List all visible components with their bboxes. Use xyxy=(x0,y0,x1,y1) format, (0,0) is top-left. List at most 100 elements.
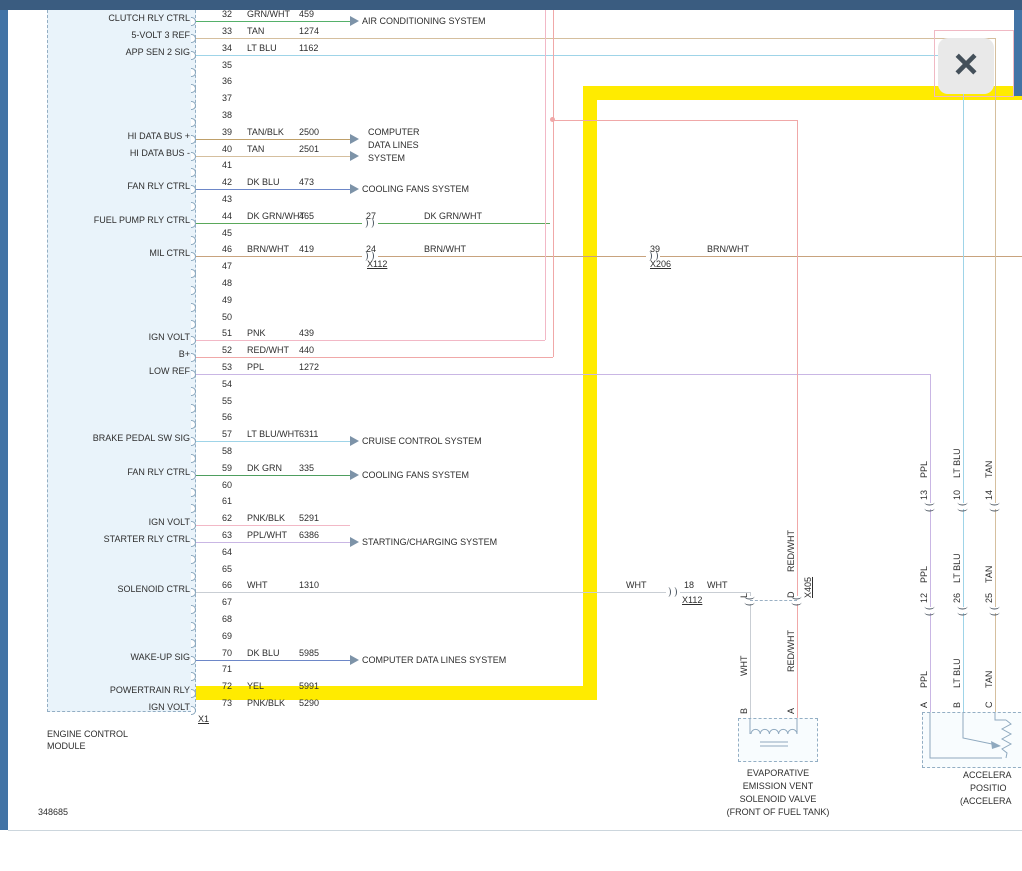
wire-63-ppl-wht xyxy=(196,542,350,543)
wire-wht-down-upper xyxy=(750,592,751,596)
pin-terminal-arc xyxy=(191,488,196,497)
inline-color-wht-out: WHT xyxy=(707,580,728,590)
pin-wire-color: PNK/BLK xyxy=(247,698,286,708)
pin-function-label: FAN RLY CTRL xyxy=(127,467,190,477)
pin-wire-color: DK GRN/WHT xyxy=(247,211,305,221)
pin-terminal-arc xyxy=(191,639,196,648)
pin-terminal-arc xyxy=(191,252,196,261)
pin-terminal-arc xyxy=(191,605,196,614)
caption-line: EVAPORATIVE xyxy=(746,768,810,778)
pin-function-label: MIL CTRL xyxy=(149,248,190,258)
pin-row-70: WAKE-UP SIG 70 DK BLU 5985 xyxy=(0,648,360,665)
wire-label-lt-blu-2: LT BLU xyxy=(952,553,962,583)
pin-row-72: POWERTRAIN RLY 72 YEL 5991 xyxy=(0,681,360,698)
terminal-b: B xyxy=(952,701,962,708)
pin-row-65: 65 xyxy=(0,564,360,581)
pin-number: 41 xyxy=(222,160,233,170)
pin-number: 37 xyxy=(222,93,233,103)
highlight-yel-wire-vertical xyxy=(583,86,597,700)
wire-52-red-wht-vertical xyxy=(553,10,554,357)
wire-red-wht-down-upper xyxy=(797,120,798,596)
pin-wire-color: PNK xyxy=(247,328,266,338)
pin-circuit: 440 xyxy=(299,345,315,355)
pin-row-36: 36 xyxy=(0,76,360,93)
pin-number: 55 xyxy=(222,396,233,406)
accel-pedal-caption-line-2: POSITIO xyxy=(970,783,1007,793)
pin-terminal-arc xyxy=(191,387,196,396)
close-button[interactable]: × xyxy=(938,38,994,94)
pin-row-40: HI DATA BUS - 40 TAN 2501 xyxy=(0,144,360,161)
pin-number: 68 xyxy=(222,614,233,624)
pin-number: 48 xyxy=(222,278,233,288)
pin-circuit: 5290 xyxy=(299,698,320,708)
pin-row-44: FUEL PUMP RLY CTRL 44 DK GRN/WHT 465 xyxy=(0,211,360,228)
wire-label-wht: WHT xyxy=(739,655,749,677)
pin-row-71: 71 xyxy=(0,664,360,681)
pin-row-50: 50 xyxy=(0,312,360,329)
pin-wire-color: TAN xyxy=(247,26,265,36)
pin-terminal-arc xyxy=(191,471,196,480)
pin-function-label: B+ xyxy=(178,349,190,359)
accel-pedal-caption-line-3: (ACCELERA xyxy=(960,796,1012,806)
pin-number: 33 xyxy=(222,26,233,36)
pin-number: 71 xyxy=(222,664,233,674)
wire-34-lt-blu xyxy=(196,55,963,56)
solenoid-coil-symbol xyxy=(749,718,798,747)
pin-number: 42 xyxy=(222,177,233,187)
pin-wire-color: PPL/WHT xyxy=(247,530,288,540)
pin-terminal-arc xyxy=(191,353,196,362)
pin-number: 38 xyxy=(222,110,233,120)
system-label-starting-charging: STARTING/CHARGING SYSTEM xyxy=(362,537,498,547)
close-icon: × xyxy=(953,40,979,87)
inline-color-brn-wht: BRN/WHT xyxy=(424,244,466,254)
inline-connector-break xyxy=(989,500,1000,513)
pin-row-61: 61 xyxy=(0,496,360,513)
pin-terminal-arc xyxy=(191,370,196,379)
pin-function-label: CLUTCH RLY CTRL xyxy=(108,13,190,23)
terminal-12: 12 xyxy=(919,592,929,603)
wire-label-red-wht-upper: RED/WHT xyxy=(786,530,796,572)
wire-33-tan xyxy=(196,38,995,39)
terminal-26: 26 xyxy=(952,592,962,603)
pin-row-49: 49 xyxy=(0,295,360,312)
pin-row-32: CLUTCH RLY CTRL 32 GRN/WHT 459 xyxy=(0,9,360,26)
inline-connector-break xyxy=(362,251,375,261)
pin-terminal-arc xyxy=(191,118,196,127)
pin-wire-color: LT BLU/WHT xyxy=(247,429,300,439)
wire-tan-col-seg3 xyxy=(995,613,996,712)
ecm-module-box xyxy=(47,10,196,712)
pin-number: 45 xyxy=(222,228,233,238)
pin-function-label: IGN VOLT xyxy=(148,332,190,342)
inline-color-wht-in: WHT xyxy=(626,580,647,590)
junction-dot xyxy=(550,117,555,122)
wire-46-brn-wht-b xyxy=(378,256,646,257)
pin-circuit: 1272 xyxy=(299,362,320,372)
pin-circuit: 2501 xyxy=(299,144,320,154)
pin-row-60: 60 xyxy=(0,480,360,497)
pin-row-48: 48 xyxy=(0,278,360,295)
pin-circuit: 1310 xyxy=(299,580,320,590)
pin-row-55: 55 xyxy=(0,396,360,413)
pin-function-label: STARTER RLY CTRL xyxy=(103,534,190,544)
pin-function-label: WAKE-UP SIG xyxy=(130,652,190,662)
pin-number: 53 xyxy=(222,362,233,372)
pin-circuit: 1162 xyxy=(299,43,319,53)
wire-44-dk-grn-wht-b xyxy=(378,223,550,224)
pin-circuit: 419 xyxy=(299,244,315,254)
pin-function-label: HI DATA BUS + xyxy=(127,131,190,141)
pin-wire-color: DK GRN xyxy=(247,463,283,473)
wire-wht-down-lower xyxy=(750,604,751,718)
system-label-cruise-control: CRUISE CONTROL SYSTEM xyxy=(362,436,482,446)
pin-wire-color: RED/WHT xyxy=(247,345,289,355)
pin-terminal-arc xyxy=(191,269,196,278)
wire-ppl-col-seg1 xyxy=(930,374,931,503)
pin-number: 60 xyxy=(222,480,233,490)
pin-number: 52 xyxy=(222,345,233,355)
terminal-label-a: A xyxy=(786,707,796,714)
pin-wire-color: YEL xyxy=(247,681,265,691)
inline-color-dk-grn-wht: DK GRN/WHT xyxy=(424,211,482,221)
pin-row-34: APP SEN 2 SIG 34 LT BLU 1162 xyxy=(0,43,360,60)
caption-line: (FRONT OF FUEL TANK) xyxy=(726,807,830,817)
pin-terminal-arc xyxy=(191,152,196,161)
wire-ppl-col-seg3 xyxy=(930,613,931,712)
